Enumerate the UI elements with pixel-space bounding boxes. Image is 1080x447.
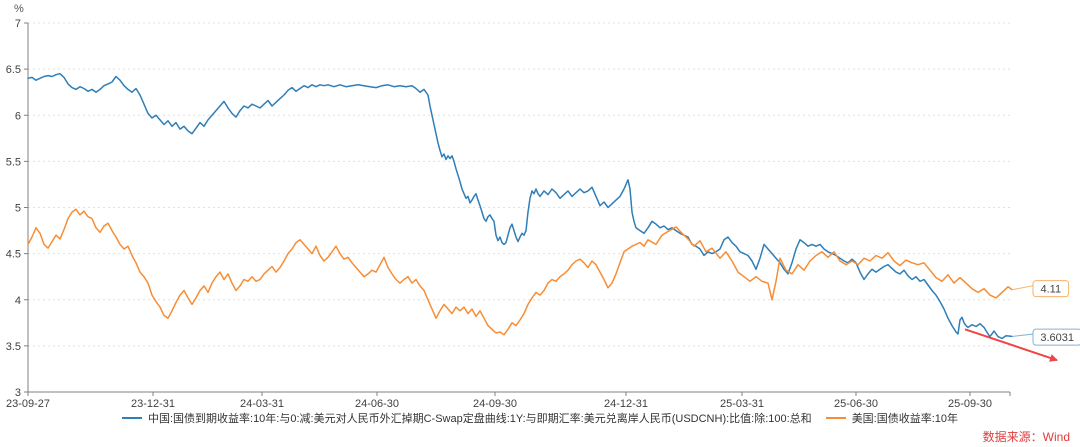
callout-value-label: 3.6031 (1040, 332, 1074, 344)
callout-value-label: 4.11 (1041, 284, 1062, 296)
legend-line-swatch-blue (121, 417, 142, 419)
series-line-0[interactable] (27, 72, 1013, 340)
y-tick-label: 6 (15, 110, 21, 122)
x-tick-label: 25-06-30 (834, 398, 878, 410)
y-tick-label: 7 (15, 18, 21, 30)
callout-box (1032, 328, 1080, 346)
y-tick-label: 5.5 (6, 156, 21, 168)
y-tick-label: 3.5 (6, 341, 21, 353)
data-source-credit: 数据来源：Wind (982, 430, 1070, 444)
y-axis-unit-label: % (14, 3, 24, 15)
line-chart: 3 3.5 4 4.5 5 5.5 6 6.5 7 23-09-27 23-12-31 24-03-3… (6, 18, 1080, 410)
x-tick-label: 23-12-31 (131, 398, 175, 410)
y-tick-label: 6.5 (6, 64, 21, 76)
y-tick-label: 4 (15, 295, 21, 307)
y-tick-label: 4.5 (6, 249, 21, 261)
x-tick-label: 23-09-27 (6, 398, 50, 410)
series-line-1[interactable] (27, 208, 1013, 336)
chart-legend: 中国:国债到期收益率:10年:与0:减:美元对人民币外汇掉期C-Swap定盘曲线… (0, 410, 1080, 426)
x-tick-label: 25-03-31 (720, 398, 764, 410)
x-tick-label: 24-12-31 (604, 398, 648, 410)
x-tick-label: 24-09-30 (473, 398, 517, 410)
x-tick-label: 25-09-30 (948, 398, 992, 410)
callout-box (1032, 280, 1070, 298)
y-tick-label: 3 (15, 387, 21, 399)
trend-arrow (964, 328, 1058, 362)
legend-item-china-series[interactable]: 中国:国债到期收益率:10年:与0:减:美元对人民币外汇掉期C-Swap定盘曲线… (121, 410, 812, 426)
legend-label: 美国:国债收益率:10年 (851, 413, 959, 425)
legend-line-swatch-orange (825, 417, 846, 419)
y-tick-label: 5 (15, 203, 21, 215)
legend-item-us-series[interactable]: 美国:国债收益率:10年 (825, 410, 959, 426)
legend-label: 中国:国债到期收益率:10年:与0:减:美元对人民币外汇掉期C-Swap定盘曲线… (147, 413, 812, 425)
x-tick-label: 24-06-30 (355, 398, 399, 410)
x-tick-label: 24-03-31 (240, 398, 284, 410)
callout-pointer (1012, 285, 1034, 292)
callout-pointer (1012, 333, 1034, 341)
